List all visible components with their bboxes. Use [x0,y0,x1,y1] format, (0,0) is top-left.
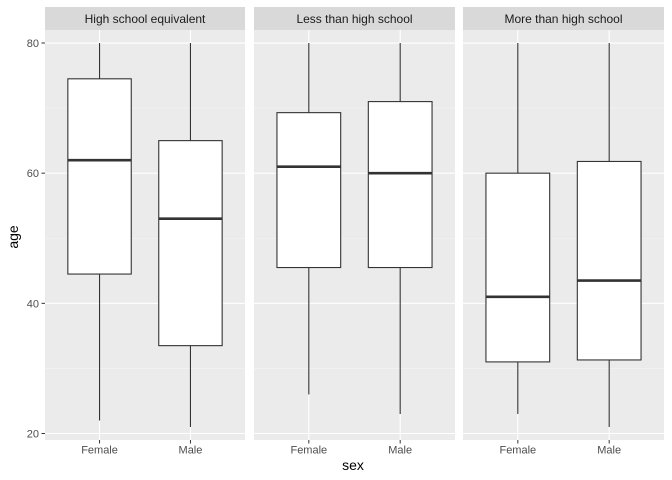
facet-panel: High school equivalent Female Male [45,7,245,457]
facet-panel: More than high school Female Male [463,7,664,457]
y-tick-label: 60 [27,168,39,180]
facet-strip-label: High school equivalent [85,12,206,26]
x-tick-label: Male [388,445,412,457]
x-tick-label: Male [179,445,203,457]
box-female [67,43,132,421]
iqr-box [485,172,551,363]
iqr-box [576,160,642,361]
iqr-box [67,78,132,275]
facet-strip [463,7,664,30]
box-female [485,43,551,414]
x-tick-label: Male [597,445,621,457]
box-female [276,43,342,395]
facet-strip-label: More than high school [504,12,622,26]
x-axis-title: sex [342,457,364,473]
iqr-box [276,112,342,269]
y-tick-label: 80 [27,38,39,50]
y-axis-title: age [5,225,21,249]
facet-strip [45,7,245,30]
iqr-box [158,140,223,347]
box-male [367,43,433,414]
facet-strip-label: Less than high school [296,12,412,26]
y-tick-label: 20 [27,428,39,440]
box-male [576,43,642,427]
x-tick-label: Female [81,445,118,457]
y-axis: 20 40 60 80 [27,38,45,440]
facet-panel: Less than high school Female Male [254,7,455,457]
x-tick-label: Female [499,445,536,457]
iqr-box [367,101,433,269]
x-tick-label: Female [290,445,327,457]
facet-strip [254,7,455,30]
box-male [158,43,223,427]
y-tick-label: 40 [27,298,39,310]
